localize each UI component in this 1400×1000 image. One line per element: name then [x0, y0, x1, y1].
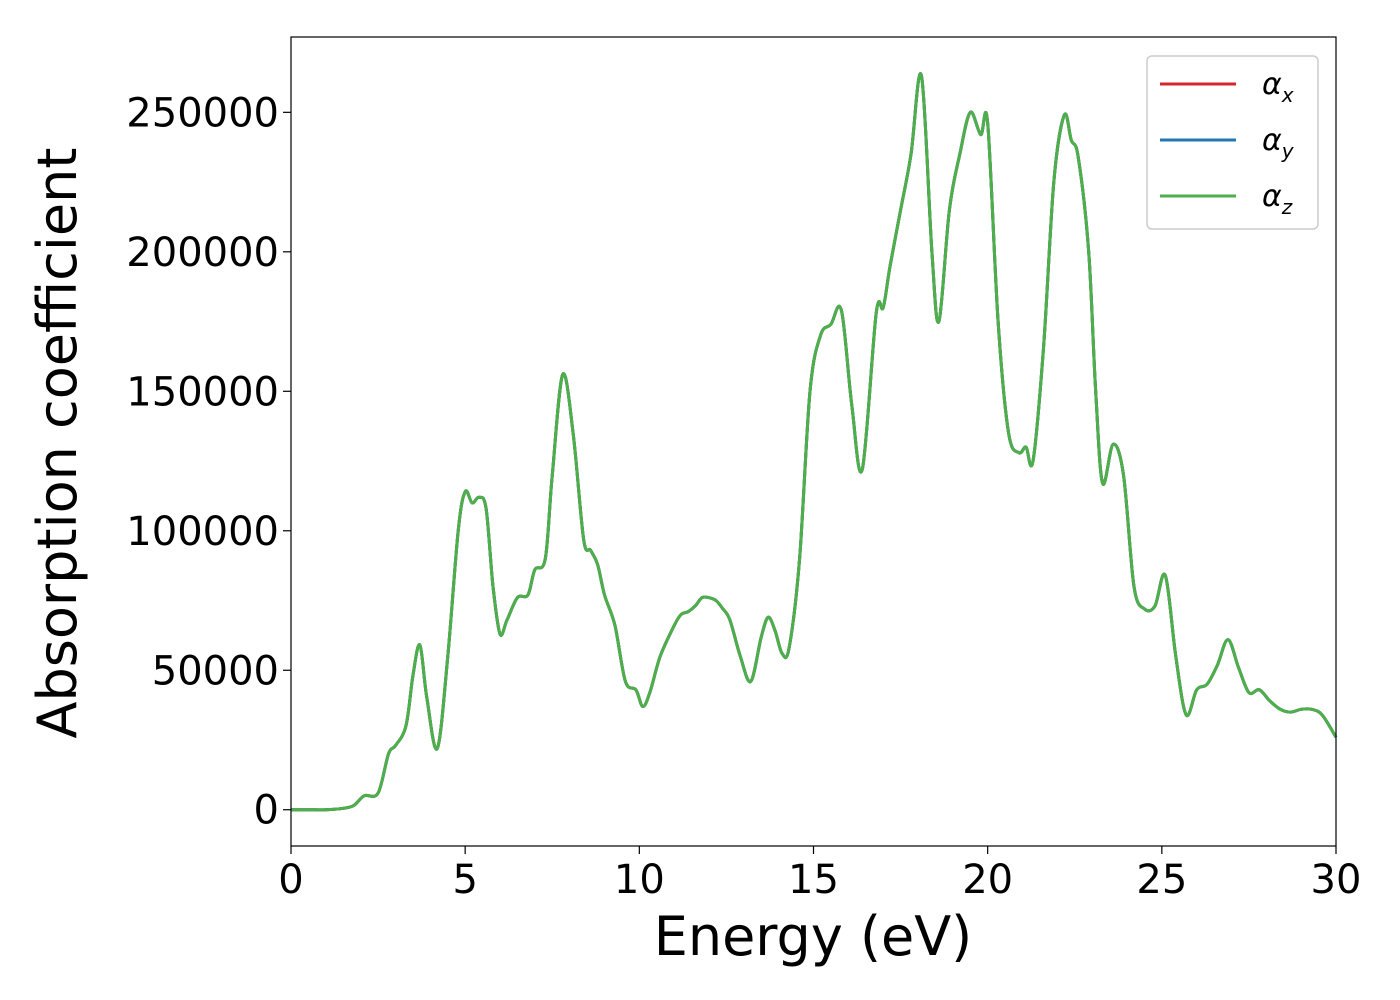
legend-label-alpha-z: αz	[1262, 179, 1293, 219]
y-axis-title: Absorption coefficient	[26, 148, 89, 739]
x-tick-label: 15	[788, 857, 839, 903]
legend-box	[1146, 55, 1319, 230]
legend-label-alpha-y: αy	[1262, 123, 1295, 163]
y-tick-label: 0	[254, 788, 279, 834]
x-tick-label: 30	[1311, 857, 1362, 903]
plot-lines	[290, 72, 1338, 812]
legend: αx αy αz	[1146, 55, 1319, 230]
y-tick-label: 250000	[126, 90, 279, 136]
y-axis: 0 50000 100000 150000 200000 250000	[126, 90, 291, 834]
x-tick-label: 25	[1136, 857, 1187, 903]
x-tick-label: 10	[614, 857, 665, 903]
y-tick-label: 200000	[126, 230, 279, 276]
x-tick-label: 0	[278, 857, 303, 903]
x-tick-label: 5	[452, 857, 477, 903]
series-line-alpha-z	[290, 72, 1338, 812]
y-tick-label: 100000	[126, 509, 279, 555]
legend-label-alpha-x: αx	[1262, 67, 1294, 107]
y-tick-label: 150000	[126, 369, 279, 415]
y-tick-label: 50000	[152, 648, 279, 694]
x-axis: 0 5 10 15 20 25 30	[278, 846, 1361, 903]
x-tick-label: 20	[962, 857, 1013, 903]
x-axis-title: Energy (eV)	[654, 905, 973, 968]
